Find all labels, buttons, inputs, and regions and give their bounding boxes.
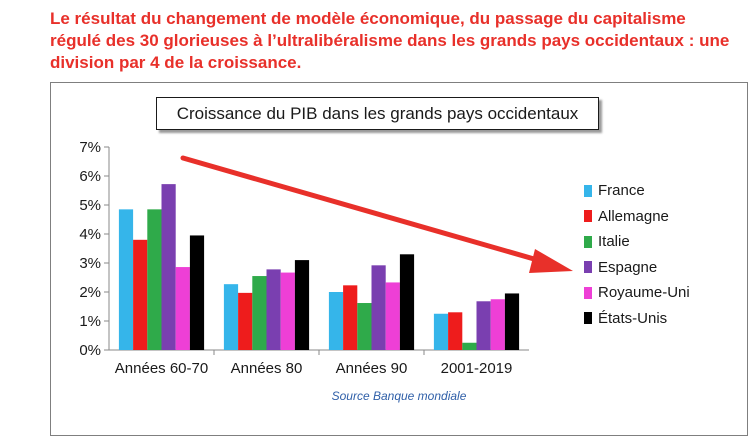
bar bbox=[175, 267, 190, 350]
bar bbox=[280, 272, 295, 350]
legend-label: Espagne bbox=[598, 258, 658, 276]
bar bbox=[371, 265, 386, 350]
legend-label: Italie bbox=[598, 233, 630, 251]
trend-arrow-line bbox=[180, 155, 544, 264]
bar bbox=[343, 285, 358, 350]
legend-label: France bbox=[598, 182, 645, 200]
y-tick-label: 2% bbox=[79, 284, 101, 301]
legend-item: Italie bbox=[584, 229, 690, 255]
trend-arrow-head bbox=[529, 249, 573, 273]
y-tick-label: 6% bbox=[79, 168, 101, 185]
bar bbox=[223, 284, 239, 350]
legend-swatch bbox=[584, 210, 592, 223]
bar bbox=[252, 276, 267, 350]
chart-container: 0% 1% 2% 3% 4% 5% 6% 7% Années 60-70 Années 80 Ann… bbox=[50, 82, 748, 436]
bar bbox=[433, 313, 449, 350]
legend-label: Royaume-Uni bbox=[598, 284, 690, 302]
legend-swatch bbox=[584, 312, 592, 325]
bar bbox=[328, 292, 344, 350]
legend-swatch bbox=[584, 286, 592, 299]
bar bbox=[448, 312, 463, 350]
legend-item: France bbox=[584, 178, 690, 204]
y-tick-label: 1% bbox=[79, 313, 101, 330]
bar bbox=[118, 209, 134, 350]
legend-swatch bbox=[584, 261, 592, 274]
bar bbox=[504, 293, 520, 350]
legend-item: Royaume-Uni bbox=[584, 280, 690, 306]
legend-label: Allemagne bbox=[598, 207, 669, 225]
legend-item: Espagne bbox=[584, 255, 690, 281]
bar bbox=[133, 239, 148, 350]
bar-chart: 0% 1% 2% 3% 4% 5% 6% 7% Années 60-70 Années 80 Ann… bbox=[79, 139, 573, 377]
source-note: Source Banque mondiale bbox=[331, 389, 467, 403]
legend: France Allemagne Italie Espagne Royaume-Uni É… bbox=[584, 178, 690, 331]
bar bbox=[399, 254, 415, 350]
x-tick-label: 2001-2019 bbox=[441, 360, 513, 377]
legend-label: États-Unis bbox=[598, 309, 668, 327]
bar bbox=[189, 235, 205, 350]
bar bbox=[238, 292, 253, 350]
bar bbox=[294, 260, 310, 350]
y-tick-label: 3% bbox=[79, 255, 101, 272]
bar bbox=[266, 269, 281, 350]
y-tick-label: 5% bbox=[79, 197, 101, 214]
bar bbox=[476, 301, 491, 350]
legend-item: Allemagne bbox=[584, 204, 690, 230]
bar bbox=[462, 342, 477, 350]
y-tick-label: 4% bbox=[79, 226, 101, 243]
y-tick-label: 7% bbox=[79, 139, 101, 156]
bar bbox=[490, 299, 505, 350]
legend-swatch bbox=[584, 235, 592, 248]
x-tick-label: Années 90 bbox=[336, 360, 408, 377]
headline: Le résultat du changement de modèle écon… bbox=[50, 9, 730, 72]
bar bbox=[147, 209, 162, 350]
chart-title: Croissance du PIB dans les grands pays o… bbox=[156, 97, 599, 130]
bar bbox=[357, 303, 372, 350]
x-tick-label: Années 80 bbox=[231, 360, 303, 377]
legend-swatch bbox=[584, 184, 592, 197]
x-tick-label: Années 60-70 bbox=[115, 360, 208, 377]
bar bbox=[385, 282, 400, 350]
y-tick-label: 0% bbox=[79, 342, 101, 359]
legend-item: États-Unis bbox=[584, 306, 690, 332]
bar bbox=[161, 184, 176, 350]
